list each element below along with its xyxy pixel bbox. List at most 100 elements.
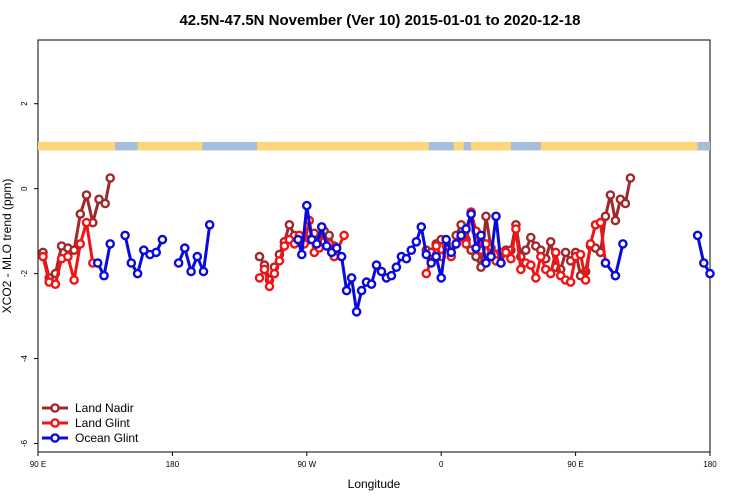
data-point-ocean-glint [391, 262, 402, 273]
legend-label: Land Glint [75, 416, 130, 430]
data-point-ocean-glint [376, 266, 387, 277]
data-point-ocean-glint [451, 239, 461, 249]
data-point-ocean-glint [411, 236, 422, 247]
x-axis: 90 E 180 90 W 0 90 E 180 [30, 452, 717, 469]
data-point-land-glint [501, 247, 511, 258]
legend-item: Ocean Glint [42, 431, 139, 445]
y-tick-label: -2 [20, 270, 29, 278]
data-point-ocean-glint [92, 258, 103, 268]
x-tick-label: 180 [166, 460, 180, 469]
data-point-ocean-glint [346, 273, 357, 283]
data-point-land-glint [575, 249, 586, 260]
data-point-land-glint [75, 239, 86, 249]
data-point-ocean-glint [311, 239, 322, 249]
data-point-land-glint [565, 277, 576, 287]
data-point-ocean-glint [296, 249, 307, 260]
data-point-ocean-glint [99, 270, 109, 281]
x-tick-label: 0 [439, 460, 444, 469]
data-point-land-glint [580, 275, 591, 285]
data-point-land-glint [526, 260, 536, 270]
data-point-land-nadir [100, 198, 110, 209]
legend-swatch-marker [50, 418, 60, 428]
data-point-land-glint [595, 217, 606, 228]
data-point-ocean-glint [151, 247, 161, 258]
data-point-ocean-glint [371, 260, 382, 270]
data-point-ocean-glint [600, 258, 611, 268]
data-point-ocean-glint [356, 285, 367, 296]
legend-label: Ocean Glint [75, 431, 139, 445]
data-point-ocean-glint [471, 243, 481, 253]
data-point-ocean-glint [331, 243, 342, 253]
land-strip-segment [471, 141, 511, 151]
data-point-land-nadir [81, 190, 92, 200]
data-point-ocean-glint [446, 247, 457, 258]
data-point-ocean-glint [192, 251, 203, 262]
land-strip-segment [38, 141, 116, 151]
land-ocean-bar [38, 141, 710, 151]
data-point-land-nadir [324, 230, 335, 241]
data-point-land-glint [511, 224, 521, 234]
data-point-ocean-glint [705, 268, 715, 279]
data-point-ocean-glint [441, 234, 452, 245]
data-point-ocean-glint [336, 251, 347, 262]
data-point-ocean-glint [431, 251, 442, 262]
series-ocean-glint [92, 200, 715, 317]
chart-title: 42.5N-47.5N November (Ver 10) 2015-01-01… [179, 12, 580, 29]
y-axis: 2 0 -2 -4 -6 [20, 101, 38, 447]
data-point-ocean-glint [618, 239, 628, 249]
land-strip-segment [540, 141, 698, 151]
data-point-land-glint [550, 247, 561, 258]
data-point-land-glint [421, 268, 432, 279]
data-point-land-glint [531, 273, 541, 283]
x-tick-label: 180 [703, 460, 717, 469]
data-point-ocean-glint [610, 270, 621, 281]
data-point-ocean-glint [179, 243, 190, 253]
data-point-ocean-glint [105, 239, 115, 249]
data-point-land-nadir [105, 173, 115, 183]
data-point-ocean-glint [481, 258, 491, 268]
data-point-land-glint [516, 264, 526, 275]
data-point-ocean-glint [321, 241, 332, 251]
data-point-ocean-glint [466, 209, 476, 219]
data-point-ocean-glint [366, 279, 377, 290]
data-point-land-glint [431, 241, 442, 251]
land-strip-segment [257, 141, 429, 151]
data-point-ocean-glint [186, 266, 196, 277]
series-line-ocean-glint [696, 235, 712, 275]
data-point-land-nadir [526, 232, 536, 243]
data-point-ocean-glint [157, 234, 168, 245]
data-point-ocean-glint [461, 224, 471, 234]
data-point-ocean-glint [699, 258, 709, 268]
data-point-land-nadir [610, 215, 621, 226]
x-axis-label: Longitude [348, 477, 401, 491]
data-point-land-glint [461, 239, 471, 249]
legend-label: Land Nadir [75, 401, 134, 415]
data-point-ocean-glint [456, 230, 466, 241]
x-tick-label: 90 E [30, 460, 46, 469]
x-tick-label: 90 W [297, 460, 316, 469]
data-point-land-glint [254, 273, 265, 283]
data-point-land-nadir [545, 236, 556, 247]
data-point-ocean-glint [491, 211, 501, 222]
y-tick-label: 2 [20, 101, 29, 106]
data-point-ocean-glint [198, 266, 209, 277]
data-point-ocean-glint [138, 245, 149, 255]
data-point-land-glint [81, 217, 92, 228]
data-point-land-glint [279, 241, 290, 251]
data-point-ocean-glint [301, 200, 312, 211]
data-point-land-nadir [94, 194, 104, 205]
legend-swatch-marker [50, 403, 60, 413]
data-point-ocean-glint [386, 270, 397, 281]
data-point-ocean-glint [126, 258, 137, 268]
data-point-ocean-glint [293, 234, 303, 245]
data-point-ocean-glint [476, 230, 486, 241]
data-point-land-nadir [471, 251, 481, 262]
data-point-ocean-glint [406, 245, 417, 255]
land-strip-segment [453, 141, 464, 151]
data-point-ocean-glint [351, 306, 362, 317]
data-point-ocean-glint [316, 222, 327, 232]
data-point-land-glint [259, 264, 270, 275]
data-point-ocean-glint [173, 258, 184, 268]
y-tick-label: 0 [20, 186, 29, 191]
data-point-land-nadir [605, 190, 616, 200]
